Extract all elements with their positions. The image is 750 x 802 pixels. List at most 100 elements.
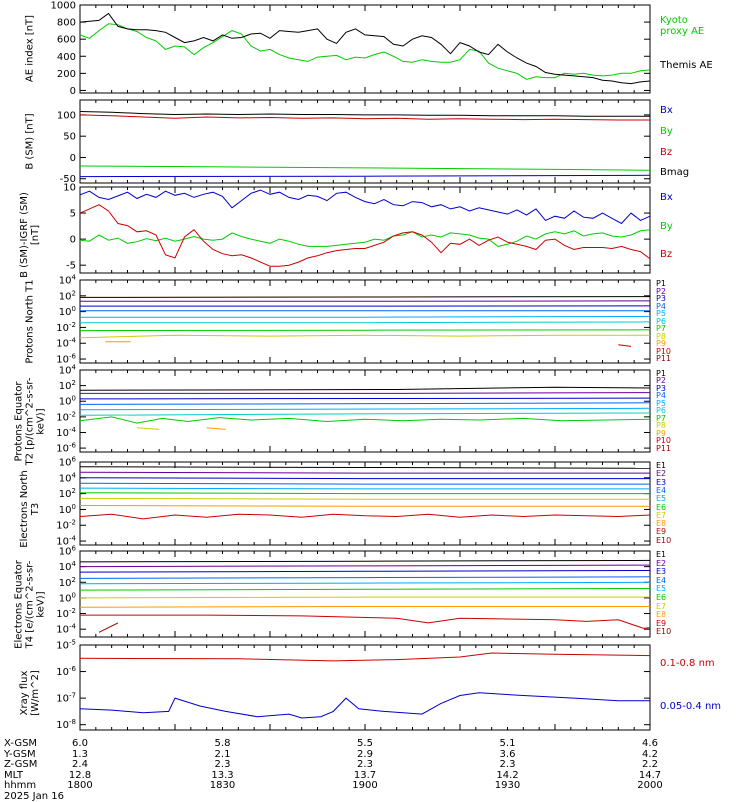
legend-bx: Bx bbox=[660, 105, 673, 116]
series-line-e8 bbox=[80, 506, 650, 507]
y-axis-label: AE index [nT] bbox=[25, 4, 36, 94]
legend-p11: P11 bbox=[656, 355, 671, 364]
panel-frame bbox=[80, 280, 650, 363]
y-tick-label: 10-2 bbox=[56, 321, 76, 334]
orbit-label-x: X-GSM bbox=[4, 739, 64, 750]
legend-text: Bmag bbox=[660, 167, 689, 178]
legend-0-05-0-4-nm: 0.05-0.4 nm bbox=[660, 701, 721, 712]
legend-text: Themis AE bbox=[660, 60, 713, 71]
y-tick-label: 100 bbox=[59, 591, 76, 604]
series-line-bx bbox=[80, 175, 650, 176]
legend-text: Bx bbox=[660, 192, 673, 203]
series-line-p1 bbox=[80, 297, 650, 298]
series-line-bx bbox=[80, 190, 650, 223]
legend-text: Bx bbox=[660, 105, 673, 116]
y-tick-label: 102 bbox=[59, 379, 76, 392]
series-line-e7 bbox=[80, 597, 650, 598]
y-tick-label: 10-4 bbox=[56, 426, 76, 439]
panel-frame bbox=[80, 370, 650, 452]
series-line-bmag bbox=[80, 112, 650, 117]
y-tick-label: 100 bbox=[59, 305, 76, 318]
y-tick-label: 600 bbox=[57, 35, 76, 46]
y-tick-label: -5 bbox=[66, 261, 76, 272]
orbit-value: 2.2 bbox=[630, 760, 670, 771]
y-tick-label: 104 bbox=[59, 274, 77, 287]
panel-frame bbox=[80, 100, 650, 183]
y-tick-label: 1000 bbox=[51, 1, 76, 12]
y-tick-label: 10-2 bbox=[56, 410, 76, 423]
legend-text: By bbox=[660, 126, 673, 137]
legend-text: 0.1-0.8 nm bbox=[660, 658, 715, 669]
panel-frame bbox=[80, 462, 650, 545]
orbit-value: 4.6 bbox=[630, 739, 670, 750]
legend-text: Bz bbox=[660, 147, 672, 158]
y-axis-label: B (SM)-IGRF (SM) [nT] bbox=[19, 190, 41, 280]
series-line-e3 bbox=[80, 478, 650, 479]
series-line-p2 bbox=[80, 393, 650, 394]
y-tick-label: 102 bbox=[59, 576, 76, 589]
series-line-e5 bbox=[80, 582, 650, 584]
y-tick-label: 5 bbox=[70, 209, 76, 220]
series-line-by bbox=[80, 166, 650, 170]
orbit-value: 2.4 bbox=[60, 760, 100, 771]
series-line-e2 bbox=[80, 472, 650, 473]
y-axis-label: Electrons North T3 bbox=[19, 464, 41, 554]
series-line-p8 bbox=[137, 428, 159, 430]
series-line-e2 bbox=[80, 565, 650, 567]
y-tick-label: 102 bbox=[59, 289, 76, 302]
y-tick-label: 0 bbox=[70, 235, 76, 246]
y-axis-label: Protons Equator T2 [p/(cm^2-s-sr-keV)] bbox=[14, 377, 47, 467]
series-line-0-1-0-8-nm bbox=[80, 653, 650, 661]
series-line-p9 bbox=[207, 428, 226, 430]
y-tick-label: 106 bbox=[59, 545, 77, 558]
series-line-e5 bbox=[80, 488, 650, 489]
legend-by: By bbox=[660, 126, 673, 137]
orbit-value: 5.8 bbox=[203, 739, 243, 750]
legend-by: By bbox=[660, 221, 673, 232]
legend-text: Kyoto bbox=[660, 15, 704, 26]
legend-0-1-0-8-nm: 0.1-0.8 nm bbox=[660, 658, 715, 669]
orbit-value: 6.0 bbox=[60, 739, 100, 750]
orbit-value: 5.1 bbox=[488, 739, 528, 750]
y-tick-label: 100 bbox=[57, 110, 76, 121]
y-tick-label: 400 bbox=[57, 52, 76, 63]
orbit-label-hhmm: hhmm bbox=[4, 781, 64, 792]
series-line-e6 bbox=[80, 493, 650, 494]
orbit-label-z: Z-GSM bbox=[4, 760, 64, 771]
legend-bz: Bz bbox=[660, 249, 672, 260]
series-line-bz bbox=[80, 205, 650, 267]
panel-8: 10-5 10-6 10-7 10-8 bbox=[56, 639, 650, 732]
orbit-value: 1800 bbox=[60, 781, 100, 792]
series-line-by bbox=[80, 230, 650, 247]
y-tick-label: 10-5 bbox=[56, 639, 76, 652]
series-line-e7 bbox=[80, 498, 650, 499]
y-tick-label: 10-6 bbox=[56, 665, 76, 678]
series-line-e10 bbox=[99, 623, 118, 632]
series-line-e3 bbox=[80, 571, 650, 573]
legend-text: 0.05-0.4 nm bbox=[660, 701, 721, 712]
series-line-p1 bbox=[80, 387, 650, 390]
y-axis-label: B (SM) [nT] bbox=[25, 96, 36, 186]
orbit-value: 2000 bbox=[630, 781, 670, 792]
orbit-date: 2025 Jan 16 bbox=[4, 792, 104, 802]
series-line-e6 bbox=[80, 589, 650, 591]
legend-text: proxy AE bbox=[660, 26, 704, 37]
y-tick-label: 10-7 bbox=[56, 692, 76, 705]
y-tick-label: 104 bbox=[59, 560, 77, 573]
y-axis-label: Electrons Equator T4 [e/(cm^2-s-sr-keV)] bbox=[14, 560, 47, 650]
y-tick-label: 10-8 bbox=[56, 718, 76, 731]
y-tick-label: 100 bbox=[59, 395, 76, 408]
panel-frame bbox=[80, 187, 650, 273]
series-line-p5 bbox=[80, 408, 650, 410]
orbit-value: 1900 bbox=[345, 781, 385, 792]
series-line-p6 bbox=[80, 413, 650, 415]
y-tick-label: 10-4 bbox=[56, 623, 76, 636]
legend-text: By bbox=[660, 221, 673, 232]
series-line-e4 bbox=[80, 483, 650, 484]
